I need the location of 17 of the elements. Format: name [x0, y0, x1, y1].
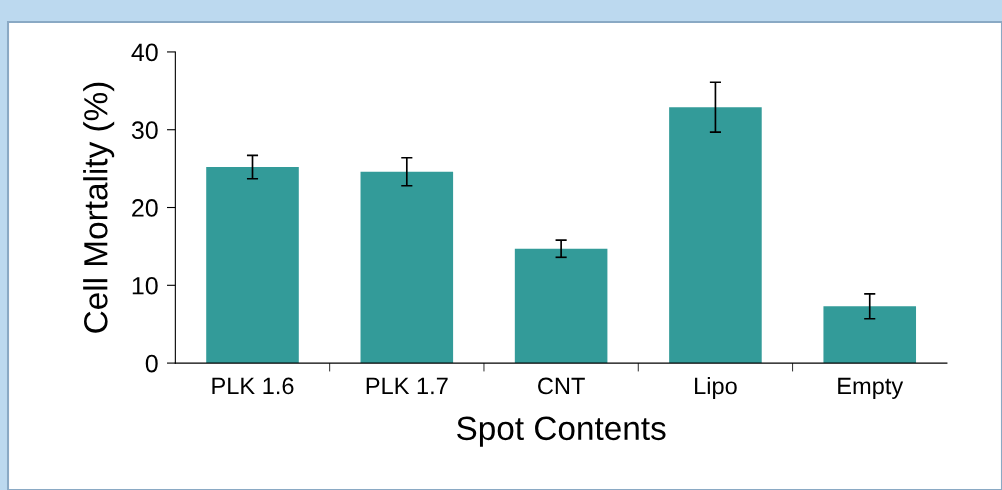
x-axis-title: Spot Contents — [457, 416, 666, 447]
y-axis-title: Cell Mortality (%) — [83, 82, 115, 333]
x-tick-label: CNT — [538, 377, 585, 395]
bar — [206, 167, 299, 364]
y-tick-label: 10 — [132, 276, 158, 295]
y-tick-label: 40 — [131, 43, 158, 62]
bar — [514, 248, 608, 364]
bar — [360, 171, 454, 364]
y-tick-label: 20 — [132, 199, 158, 217]
x-tick-label: Lipo — [695, 376, 737, 399]
x-tick-label: PLK 1.6 — [212, 377, 294, 395]
x-tick-label: Empty — [838, 377, 904, 399]
y-tick-label: 0 — [145, 354, 158, 373]
bar — [823, 306, 917, 364]
x-tick-label: PLK 1.7 — [366, 377, 448, 395]
y-tick-label: 30 — [131, 121, 158, 140]
bar — [669, 107, 762, 364]
